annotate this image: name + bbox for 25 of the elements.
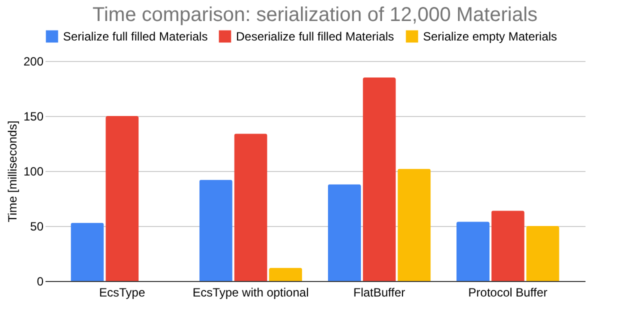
y-tick-label: 100 [23,164,44,178]
bar [328,184,361,281]
y-axis-title: Time [milliseconds] [5,120,20,222]
bar [526,226,560,281]
chart-title: Time comparison: serialization of 12,000 Materials [92,4,538,26]
bar [398,168,431,281]
x-tick-label: Protocol Buffer [468,286,548,300]
bar [491,210,524,281]
legend-label: Deserialize full filled Materials [236,29,394,44]
y-tick-label: 200 [23,54,44,68]
y-tick-label: 50 [30,220,44,234]
legend-label: Serialize empty Materials [423,29,558,44]
bar [269,268,302,281]
bar [234,134,268,281]
legend-label: Serialize full filled Materials [63,29,208,44]
bar [106,116,139,281]
y-tick-label: 150 [23,110,44,124]
bar [199,180,232,281]
bar [70,222,104,281]
bar [456,222,490,281]
x-tick-label: EcsType [99,286,146,300]
bar [362,78,396,281]
x-tick-label: FlatBuffer [353,286,406,300]
x-tick-label: EcsType with optional [192,286,309,300]
y-tick-label: 0 [36,274,44,288]
